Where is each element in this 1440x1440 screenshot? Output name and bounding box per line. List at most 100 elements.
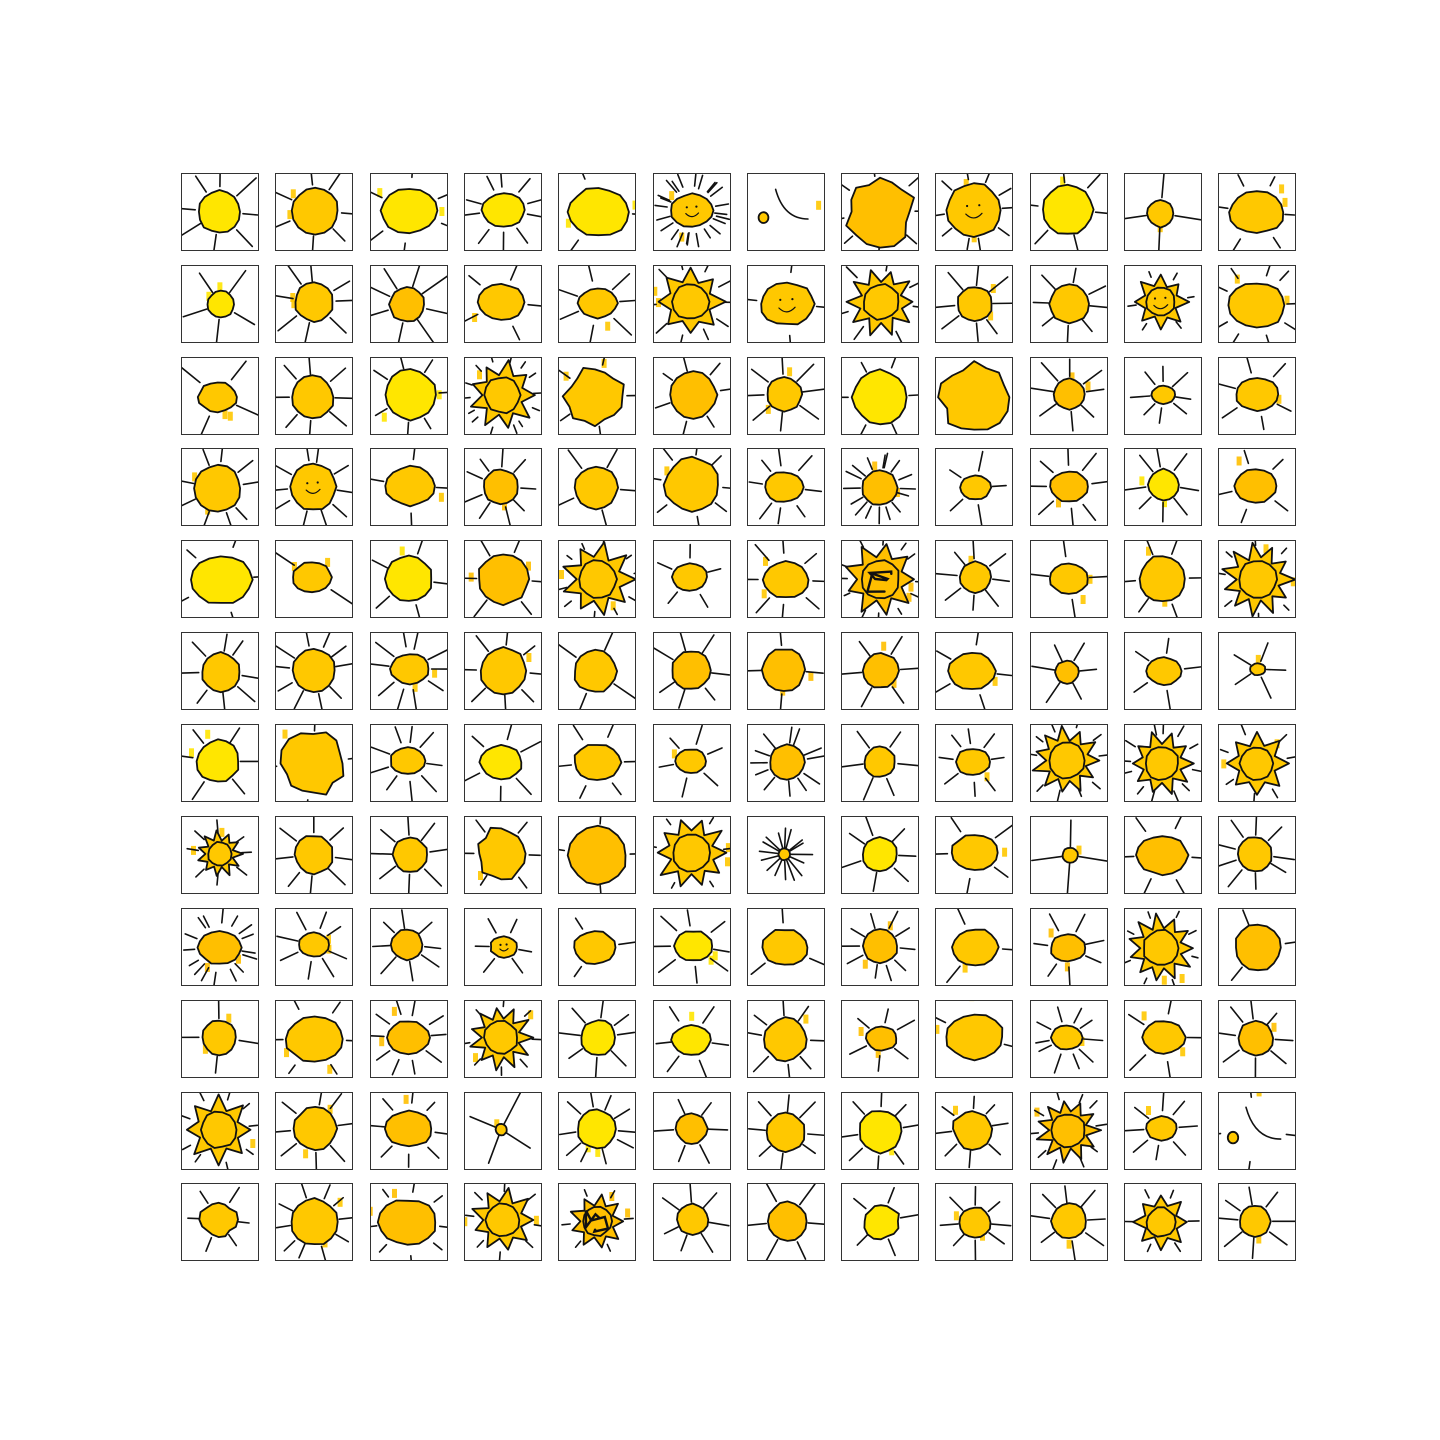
sun-ray: [531, 406, 541, 412]
sun-body: [573, 744, 623, 781]
sun-ray: [1219, 844, 1236, 850]
sun-ray: [799, 1055, 812, 1070]
color-smudge: [889, 1146, 895, 1156]
sun-body: [955, 748, 991, 776]
sun-ray: [665, 179, 678, 193]
color-smudge: [290, 293, 296, 302]
sun-ray: [900, 542, 907, 551]
sun-ray: [754, 749, 771, 757]
sun-body: [292, 561, 333, 594]
sun-body: [388, 286, 425, 323]
sun-ray: [689, 1184, 693, 1203]
sun-core: [200, 1110, 238, 1149]
sun-ray: [985, 1104, 996, 1115]
sun-ray: [761, 459, 772, 472]
sun-ray: [1270, 1050, 1287, 1065]
color-smudge: [1146, 1106, 1151, 1115]
sun-ray: [1267, 826, 1283, 842]
sun-ray: [678, 689, 686, 709]
sun-ray: [509, 358, 512, 364]
sun-ray: [1254, 872, 1257, 890]
sun-rays: [276, 358, 352, 434]
sun-ray: [670, 229, 680, 241]
sun-ray: [884, 1008, 890, 1024]
sun-ray: [333, 280, 351, 292]
color-smudge: [808, 671, 814, 681]
sun-ray: [679, 633, 687, 652]
sun-ray: [1069, 819, 1072, 848]
color-smudge: [632, 200, 635, 210]
sun-ray: [708, 1221, 730, 1227]
sun-ray: [941, 180, 953, 191]
sun-ray: [522, 645, 536, 656]
sun-ray: [762, 841, 780, 853]
sun-rays: [842, 358, 918, 434]
sun-ray: [276, 645, 296, 659]
sun-ray: [1070, 410, 1074, 432]
sun-body: [863, 1204, 900, 1241]
sun-ray: [1035, 1039, 1050, 1044]
sun-ray: [306, 449, 310, 462]
sun-ray: [373, 369, 389, 381]
sun-tile: [558, 1092, 636, 1170]
sun-ray: [1219, 859, 1237, 867]
sun-tile: [558, 173, 636, 251]
sun-ray: [432, 1242, 443, 1251]
sun-ray: [276, 552, 296, 567]
sun-ray: [1187, 295, 1195, 299]
sun-ray: [788, 334, 792, 342]
sun-ray: [194, 830, 205, 841]
sun-ray: [655, 1041, 672, 1045]
sun-tile: [935, 173, 1013, 251]
sun-ray: [222, 691, 226, 709]
sun-ray: [568, 1048, 584, 1060]
sun-ray: [676, 232, 684, 248]
sun-ray: [660, 915, 678, 932]
sun-tile: [1124, 357, 1202, 435]
sun-rays: [654, 633, 730, 709]
sun-ray: [695, 449, 698, 456]
sun-tile: [747, 540, 825, 618]
sun-body: [476, 283, 526, 321]
sun-ray: [966, 237, 970, 250]
sun-rays: [276, 1093, 352, 1169]
sun-ray: [465, 772, 481, 782]
sun-ray: [1174, 214, 1201, 221]
sun-ray: [897, 607, 903, 615]
sun-rays: [1219, 358, 1292, 431]
sun-rays: [842, 635, 918, 708]
sun-ray: [1271, 788, 1279, 799]
sun-arc: [1245, 1106, 1282, 1140]
sun-ray: [1085, 388, 1105, 393]
sun-ray: [383, 267, 398, 290]
sun-ray: [334, 856, 352, 861]
sun-ray: [1273, 855, 1295, 861]
sun-ray: [477, 228, 490, 245]
sun-tile: [464, 632, 542, 710]
sun-ray: [371, 1225, 378, 1228]
sun-ray: [1219, 1032, 1237, 1037]
sun-face: [778, 298, 796, 313]
sun-ray: [559, 369, 571, 380]
sun-body: [1141, 1020, 1187, 1055]
sun-ray: [1161, 174, 1165, 199]
color-smudge: [689, 1011, 695, 1021]
sun-ray: [880, 1093, 883, 1108]
sun-ray: [952, 1233, 965, 1247]
sun-ray: [709, 186, 724, 197]
sun-ray: [503, 694, 507, 709]
sun-tile: [558, 908, 636, 986]
sun-rays: [949, 450, 1007, 525]
sun-ray: [697, 174, 704, 190]
sun-ray: [559, 1032, 582, 1037]
sun-ray: [1072, 1053, 1080, 1070]
sun-rays: [561, 1189, 634, 1252]
color-smudge: [465, 1217, 468, 1227]
sun-ray: [882, 454, 886, 469]
sun-ray: [1253, 792, 1256, 801]
color-smudge: [858, 1027, 864, 1036]
sun-ray: [709, 880, 715, 888]
sun-ray: [696, 515, 700, 525]
sun-ray: [202, 449, 210, 467]
sun-ray: [486, 175, 495, 191]
